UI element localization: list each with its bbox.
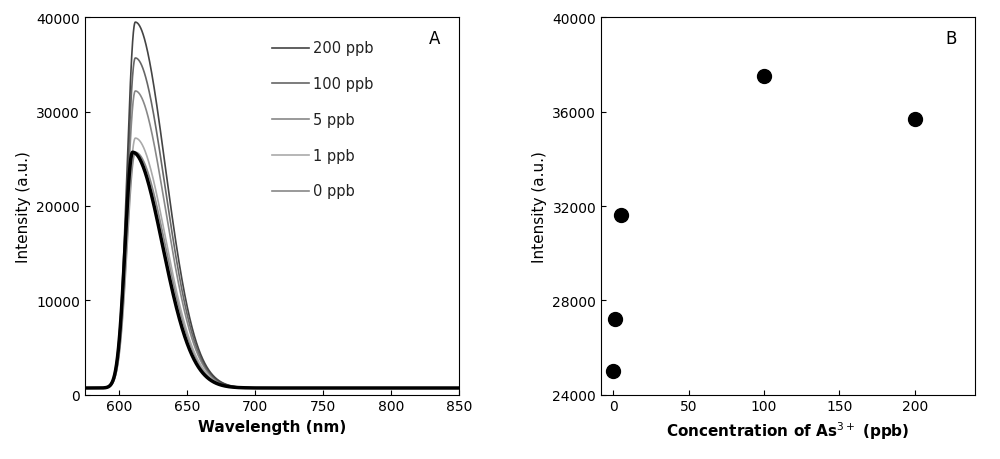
Text: 0 ppb: 0 ppb — [313, 184, 355, 199]
Y-axis label: Intensity (a.u.): Intensity (a.u.) — [16, 151, 31, 263]
Text: 5 ppb: 5 ppb — [313, 112, 355, 128]
Point — [607, 316, 623, 323]
Text: B: B — [945, 30, 956, 48]
Text: 100 ppb: 100 ppb — [313, 77, 373, 92]
X-axis label: Wavelength (nm): Wavelength (nm) — [198, 419, 346, 434]
Text: A: A — [429, 30, 440, 48]
Point — [756, 73, 772, 81]
Text: 200 ppb: 200 ppb — [313, 41, 374, 56]
Text: 1 ppb: 1 ppb — [313, 148, 355, 163]
Point — [907, 116, 923, 123]
X-axis label: Concentration of As$^{3+}$ (ppb): Concentration of As$^{3+}$ (ppb) — [666, 419, 910, 441]
Point — [605, 368, 621, 375]
Y-axis label: Intensity (a.u.): Intensity (a.u.) — [532, 151, 547, 263]
Point — [613, 213, 629, 220]
